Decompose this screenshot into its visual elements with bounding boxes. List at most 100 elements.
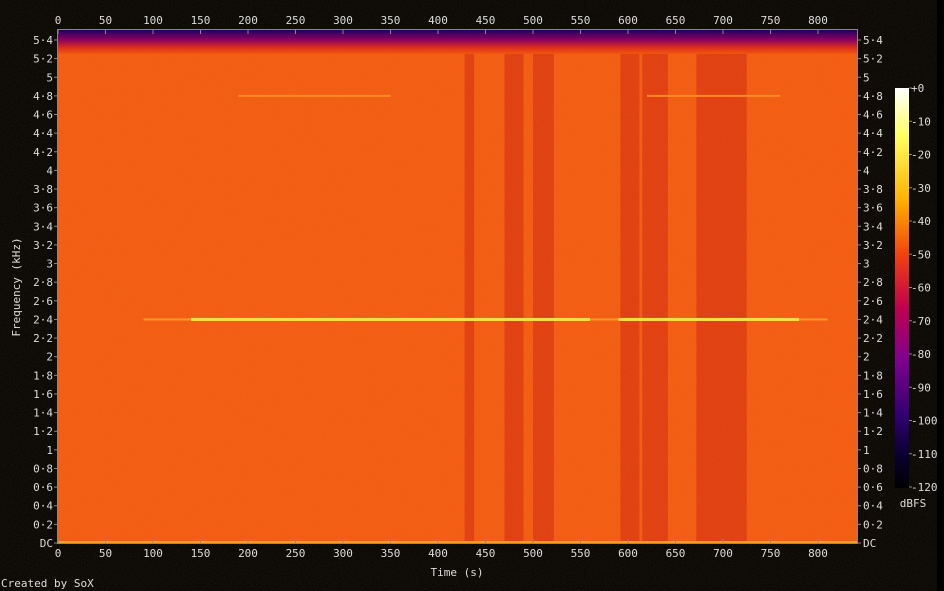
tone-line	[238, 94, 391, 97]
y-tick-label-left: 4·4	[33, 127, 53, 140]
y-tick-label-right: 2·8	[863, 276, 883, 289]
tone-line	[647, 94, 780, 97]
y-axis-label: Frequency (kHz)	[10, 237, 23, 336]
y-tick-label-right: 0·6	[863, 481, 883, 494]
colorbar-tick-label: -50	[911, 248, 931, 261]
y-tick-label-right: 4·4	[863, 127, 883, 140]
x-tick-label-bottom: 650	[666, 547, 686, 560]
x-tick-label-bottom: 450	[476, 547, 496, 560]
y-tick-label-right: 2	[863, 351, 870, 364]
x-tick-label-top: 50	[99, 14, 112, 27]
y-tick-label-left: 3·4	[33, 220, 53, 233]
y-tick-label-left: 4·2	[33, 146, 53, 159]
axes: 0 0 50 50 100 100 150 150 200 200 250 250 300 300 350 3…	[33, 14, 883, 560]
y-tick-label-left: 5·2	[33, 53, 53, 66]
y-tick-label-right: 0·4	[863, 500, 883, 513]
x-tick-label-bottom: 600	[618, 547, 638, 560]
y-tick-label-right: 4·8	[863, 90, 883, 103]
y-tick-label-right: 3·4	[863, 220, 883, 233]
y-tick-label-left: 2·2	[33, 332, 53, 345]
x-axis-label: Time (s)	[431, 566, 484, 579]
x-tick-label-top: 350	[381, 14, 401, 27]
colorbar-tick-label: -110	[911, 448, 938, 461]
x-tick-label-bottom: 300	[333, 547, 353, 560]
x-tick-label-bottom: 800	[808, 547, 828, 560]
x-tick-label-top: 600	[618, 14, 638, 27]
y-tick-label-right: 1	[863, 444, 870, 457]
y-tick-label-left: 1·4	[33, 407, 53, 420]
x-tick-label-top: 400	[428, 14, 448, 27]
x-tick-label-top: 200	[238, 14, 258, 27]
colorbar-tick-label: -120	[911, 481, 938, 494]
colorbar: +0 -10 -20 -30 -40 -50 -60 -70 -80 -90 -100 -110 -12…	[895, 82, 938, 494]
y-tick-label-right: DC	[863, 537, 876, 550]
noise-texture	[58, 30, 857, 543]
y-tick-label-right: 3	[863, 258, 870, 271]
x-tick-label-top: 450	[476, 14, 496, 27]
y-tick-label-left: 3	[46, 258, 53, 271]
colorbar-tick-label: +0	[911, 82, 924, 95]
x-tick-label-top: 800	[808, 14, 828, 27]
colorbar-tick-label: -60	[911, 282, 931, 295]
colorbar-tick-label: -20	[911, 149, 931, 162]
colorbar-tick-label: -100	[911, 415, 938, 428]
y-tick-label-right: 5·2	[863, 53, 883, 66]
y-tick-label-right: 5	[863, 71, 870, 84]
colorbar-gradient	[895, 88, 909, 488]
y-tick-label-left: 5·4	[33, 34, 53, 47]
y-tick-label-left: 4·6	[33, 109, 53, 122]
colorbar-tick-label: -30	[911, 182, 931, 195]
x-tick-label-top: 650	[666, 14, 686, 27]
y-tick-label-right: 1·4	[863, 407, 883, 420]
x-tick-label-top: 300	[333, 14, 353, 27]
y-tick-label-left: 4	[46, 164, 53, 177]
x-tick-label-top: 100	[143, 14, 163, 27]
y-tick-label-left: 0·6	[33, 481, 53, 494]
y-tick-label-left: 2·6	[33, 295, 53, 308]
plot-area	[58, 30, 857, 543]
x-tick-label-bottom: 700	[713, 547, 733, 560]
colorbar-label: dBFS	[900, 497, 927, 510]
y-tick-label-right: 1·6	[863, 388, 883, 401]
y-tick-label-right: 5·4	[863, 34, 883, 47]
y-tick-label-right: 2·6	[863, 295, 883, 308]
y-tick-label-left: 3·2	[33, 239, 53, 252]
y-tick-label-left: 2·4	[33, 313, 53, 326]
y-tick-label-right: 4	[863, 164, 870, 177]
y-tick-label-left: 1·8	[33, 369, 53, 382]
plot-border	[57, 29, 858, 544]
y-tick-label-left: 5	[46, 71, 53, 84]
x-tick-label-bottom: 750	[761, 547, 781, 560]
x-tick-label-top: 250	[286, 14, 306, 27]
y-tick-label-right: 3·6	[863, 202, 883, 215]
y-tick-label-left: 1·2	[33, 425, 53, 438]
x-tick-label-top: 700	[713, 14, 733, 27]
x-tick-label-top: 750	[761, 14, 781, 27]
colorbar-tick-label: -70	[911, 315, 931, 328]
y-tick-label-left: 4·8	[33, 90, 53, 103]
colorbar-tick-label: -40	[911, 215, 931, 228]
y-tick-label-right: 0·8	[863, 462, 883, 475]
tone-bright-segment	[618, 317, 799, 321]
tone-bright-segment	[191, 317, 590, 321]
y-tick-label-left: 1·6	[33, 388, 53, 401]
x-tick-label-top: 550	[571, 14, 591, 27]
y-tick-label-left: 3·8	[33, 183, 53, 196]
y-tick-label-right: 4·6	[863, 109, 883, 122]
y-tick-label-right: 1·8	[863, 369, 883, 382]
y-tick-label-right: 2·2	[863, 332, 883, 345]
colorbar-tick-label: -10	[911, 115, 931, 128]
colorbar-tick-label: -90	[911, 381, 931, 394]
y-tick-label-right: 0·2	[863, 518, 883, 531]
y-tick-label-left: 0·2	[33, 518, 53, 531]
x-tick-label-top: 500	[523, 14, 543, 27]
x-tick-label-bottom: 150	[191, 547, 211, 560]
y-tick-label-right: 4·2	[863, 146, 883, 159]
y-tick-label-right: 3·2	[863, 239, 883, 252]
y-tick-label-left: 0·4	[33, 500, 53, 513]
dc-line	[58, 541, 857, 543]
y-tick-label-right: 2·4	[863, 313, 883, 326]
y-tick-label-left: DC	[40, 537, 53, 550]
y-tick-label-left: 2	[46, 351, 53, 364]
